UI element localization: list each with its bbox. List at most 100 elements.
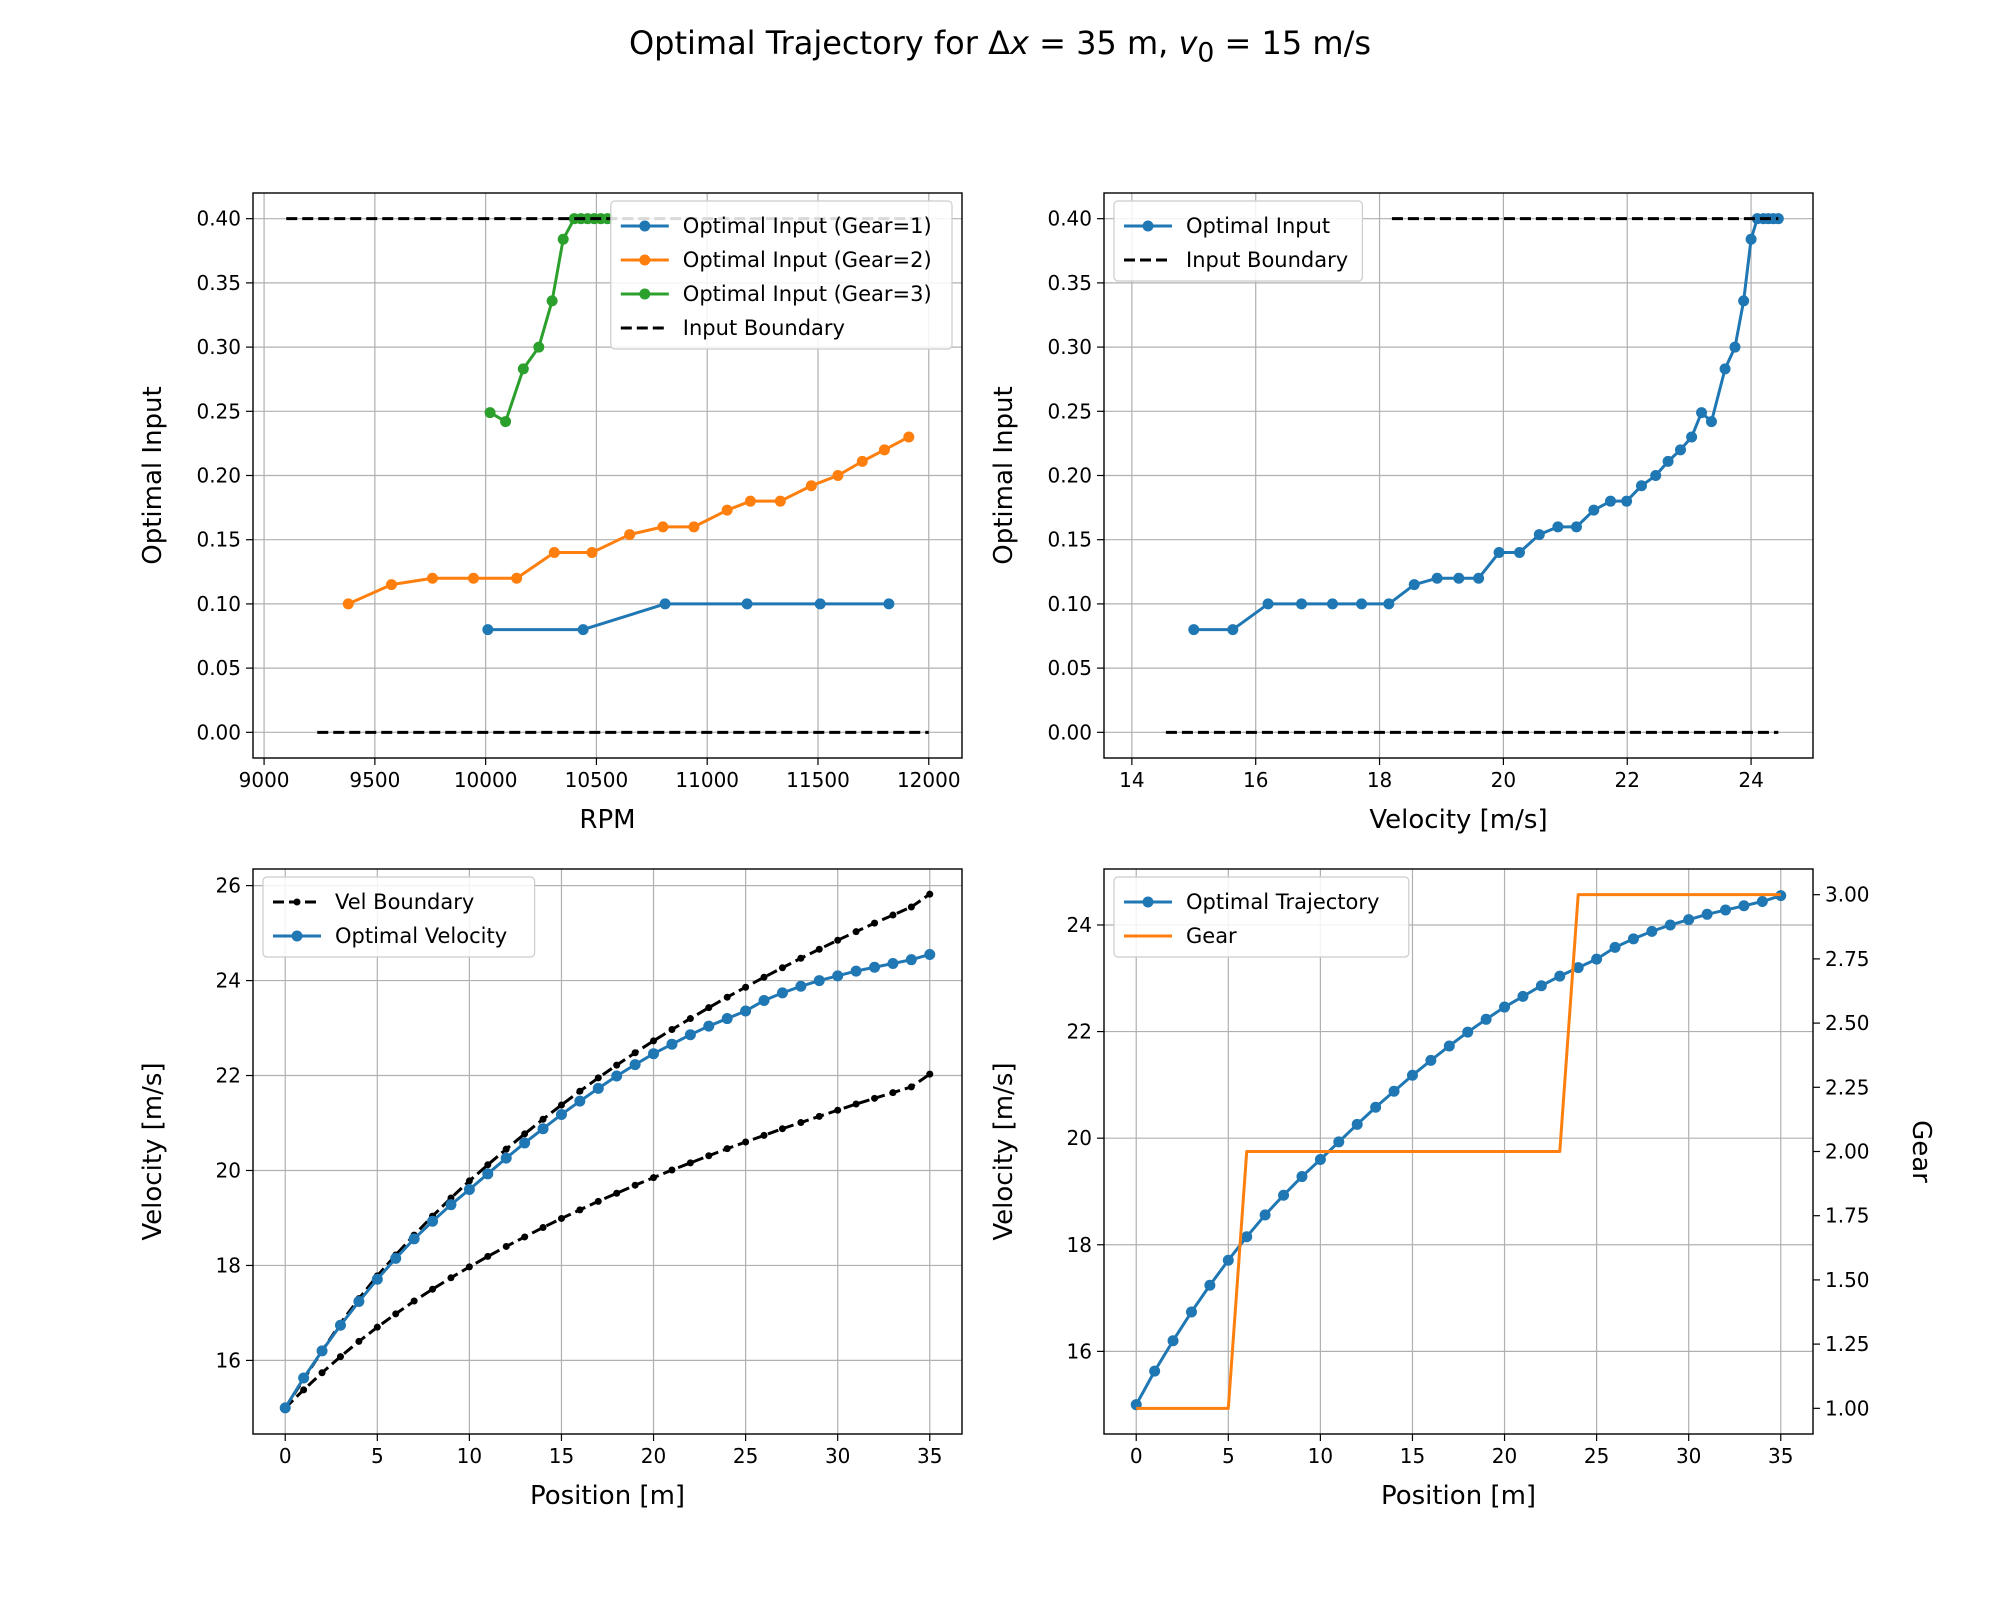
legend-label: Optimal Velocity	[335, 924, 507, 948]
series-1-point	[1513, 547, 1525, 559]
series-2-point	[594, 1197, 602, 1205]
legend-marker	[639, 288, 651, 300]
series-1-point	[1204, 1279, 1216, 1291]
series-3-point	[629, 1059, 641, 1071]
x-axis-label: Position [m]	[1381, 1481, 1536, 1511]
y2-tick-label: 3.00	[1825, 883, 1870, 907]
series-1-point	[650, 1037, 658, 1045]
legend-label: Optimal Input	[1186, 214, 1330, 238]
series-1-point	[1473, 572, 1485, 584]
series-2-point	[300, 1386, 308, 1394]
series-3-point	[500, 416, 512, 428]
legend: Optimal Input (Gear=1) Optimal Input (Gea…	[610, 200, 953, 350]
series-2-point	[447, 1274, 455, 1282]
series-3-point	[500, 1152, 512, 1164]
series-1-point	[1167, 1335, 1179, 1347]
y2-tick-label: 2.25	[1825, 1075, 1870, 1099]
plot-area	[1165, 213, 1784, 734]
series-1-point	[907, 903, 915, 911]
series-1-point	[741, 598, 753, 610]
series-1-point	[1259, 1209, 1271, 1221]
series-3-line	[283, 953, 931, 1409]
y-tick-label: 22	[216, 1064, 241, 1088]
x-tick-label: 14	[1119, 768, 1144, 792]
y-axis-label: Velocity [m/s]	[989, 1062, 1019, 1240]
series-2-point	[815, 1112, 823, 1120]
series-3-point	[353, 1296, 365, 1308]
y-tick-label: 18	[1067, 1233, 1092, 1257]
series-1-point	[502, 1145, 510, 1153]
x-tick-label: 12000	[897, 768, 961, 792]
series-2-point	[342, 598, 354, 610]
series-1-point	[1351, 1118, 1363, 1130]
series-2-point	[852, 1100, 860, 1108]
series-1-point	[1408, 579, 1420, 591]
series-3-point	[905, 954, 917, 966]
subplot-3: 0 5 10 15 20 25 30 35 16 18 20 22 24 26 Position [m] Ve…	[138, 868, 963, 1511]
series-1-point	[760, 973, 768, 981]
series-1-point	[613, 1061, 621, 1069]
series-3-point	[887, 957, 899, 969]
y-tick-label: 0.30	[1047, 335, 1092, 359]
axes-frame	[252, 192, 963, 759]
series-1-point	[1443, 1040, 1455, 1052]
series-2-point	[744, 495, 756, 507]
series-3-point	[703, 1020, 715, 1032]
x-tick-label: 11000	[675, 768, 739, 792]
series-3-point	[482, 1168, 494, 1180]
series-1-point	[1278, 1189, 1290, 1201]
series-3-point	[316, 1345, 328, 1357]
series-1-point	[1533, 529, 1545, 541]
legend-marker	[293, 898, 301, 906]
x-tick-label: 10	[457, 1444, 482, 1468]
series-3-point	[666, 1038, 678, 1050]
series-1-point	[1356, 598, 1368, 610]
x-axis-label: Position [m]	[530, 1481, 685, 1511]
y-tick-label: 0.05	[1047, 656, 1092, 680]
series-1-point	[1609, 941, 1621, 953]
series-3-point	[684, 1029, 696, 1041]
y-tick-label: 0.05	[196, 656, 241, 680]
x-tick-label: 20	[641, 1444, 666, 1468]
series-1-point	[1662, 455, 1674, 467]
series-3-point	[555, 1108, 567, 1120]
y-tick-label: 0.30	[196, 335, 241, 359]
series-2-point	[721, 504, 733, 516]
y-axis-label: Velocity [m/s]	[138, 1062, 168, 1240]
series-2-point	[878, 444, 890, 456]
y-tick-label: 22	[1067, 1020, 1092, 1044]
series-3-point	[463, 1183, 475, 1195]
series-2-point	[797, 1119, 805, 1127]
series-2-point	[832, 470, 844, 481]
y2-tick-label: 2.75	[1825, 947, 1870, 971]
series-3-point	[484, 407, 496, 419]
x-axis-label: RPM	[579, 805, 635, 835]
series-3-point	[795, 980, 807, 992]
series-1-point	[1646, 925, 1658, 937]
series-1-point	[1650, 470, 1662, 481]
y-tick-label: 0.35	[196, 271, 241, 295]
series-1-point	[1627, 933, 1639, 945]
series-2-line	[1136, 893, 1781, 1410]
series-2-point	[557, 1214, 565, 1222]
legend-label: Gear	[1186, 924, 1237, 948]
x-tick-label: 20	[1492, 1444, 1517, 1468]
y-tick-label: 0.15	[196, 528, 241, 552]
series-1-point	[1720, 904, 1732, 916]
series-1-point	[1388, 1085, 1400, 1097]
x-tick-label: 5	[1222, 1444, 1235, 1468]
series-2-point	[624, 529, 636, 541]
series-2-point	[426, 572, 438, 584]
series-1-point	[594, 1074, 602, 1082]
subplot-2: 14 16 18 20 22 24 0.00 0.05 0.10 0.15 0.20 0.25 0.30…	[989, 192, 1814, 835]
y-tick-label: 0.20	[1047, 464, 1092, 488]
series-1-point	[1738, 900, 1750, 912]
legend-marker	[639, 220, 651, 232]
series-1-point	[1701, 908, 1713, 920]
series-1-point	[1705, 416, 1717, 428]
series-3-point	[758, 995, 770, 1007]
series-2-point	[586, 547, 598, 559]
legend-marker	[639, 254, 651, 266]
series-2-point	[511, 572, 523, 584]
series-2-point	[410, 1297, 418, 1305]
